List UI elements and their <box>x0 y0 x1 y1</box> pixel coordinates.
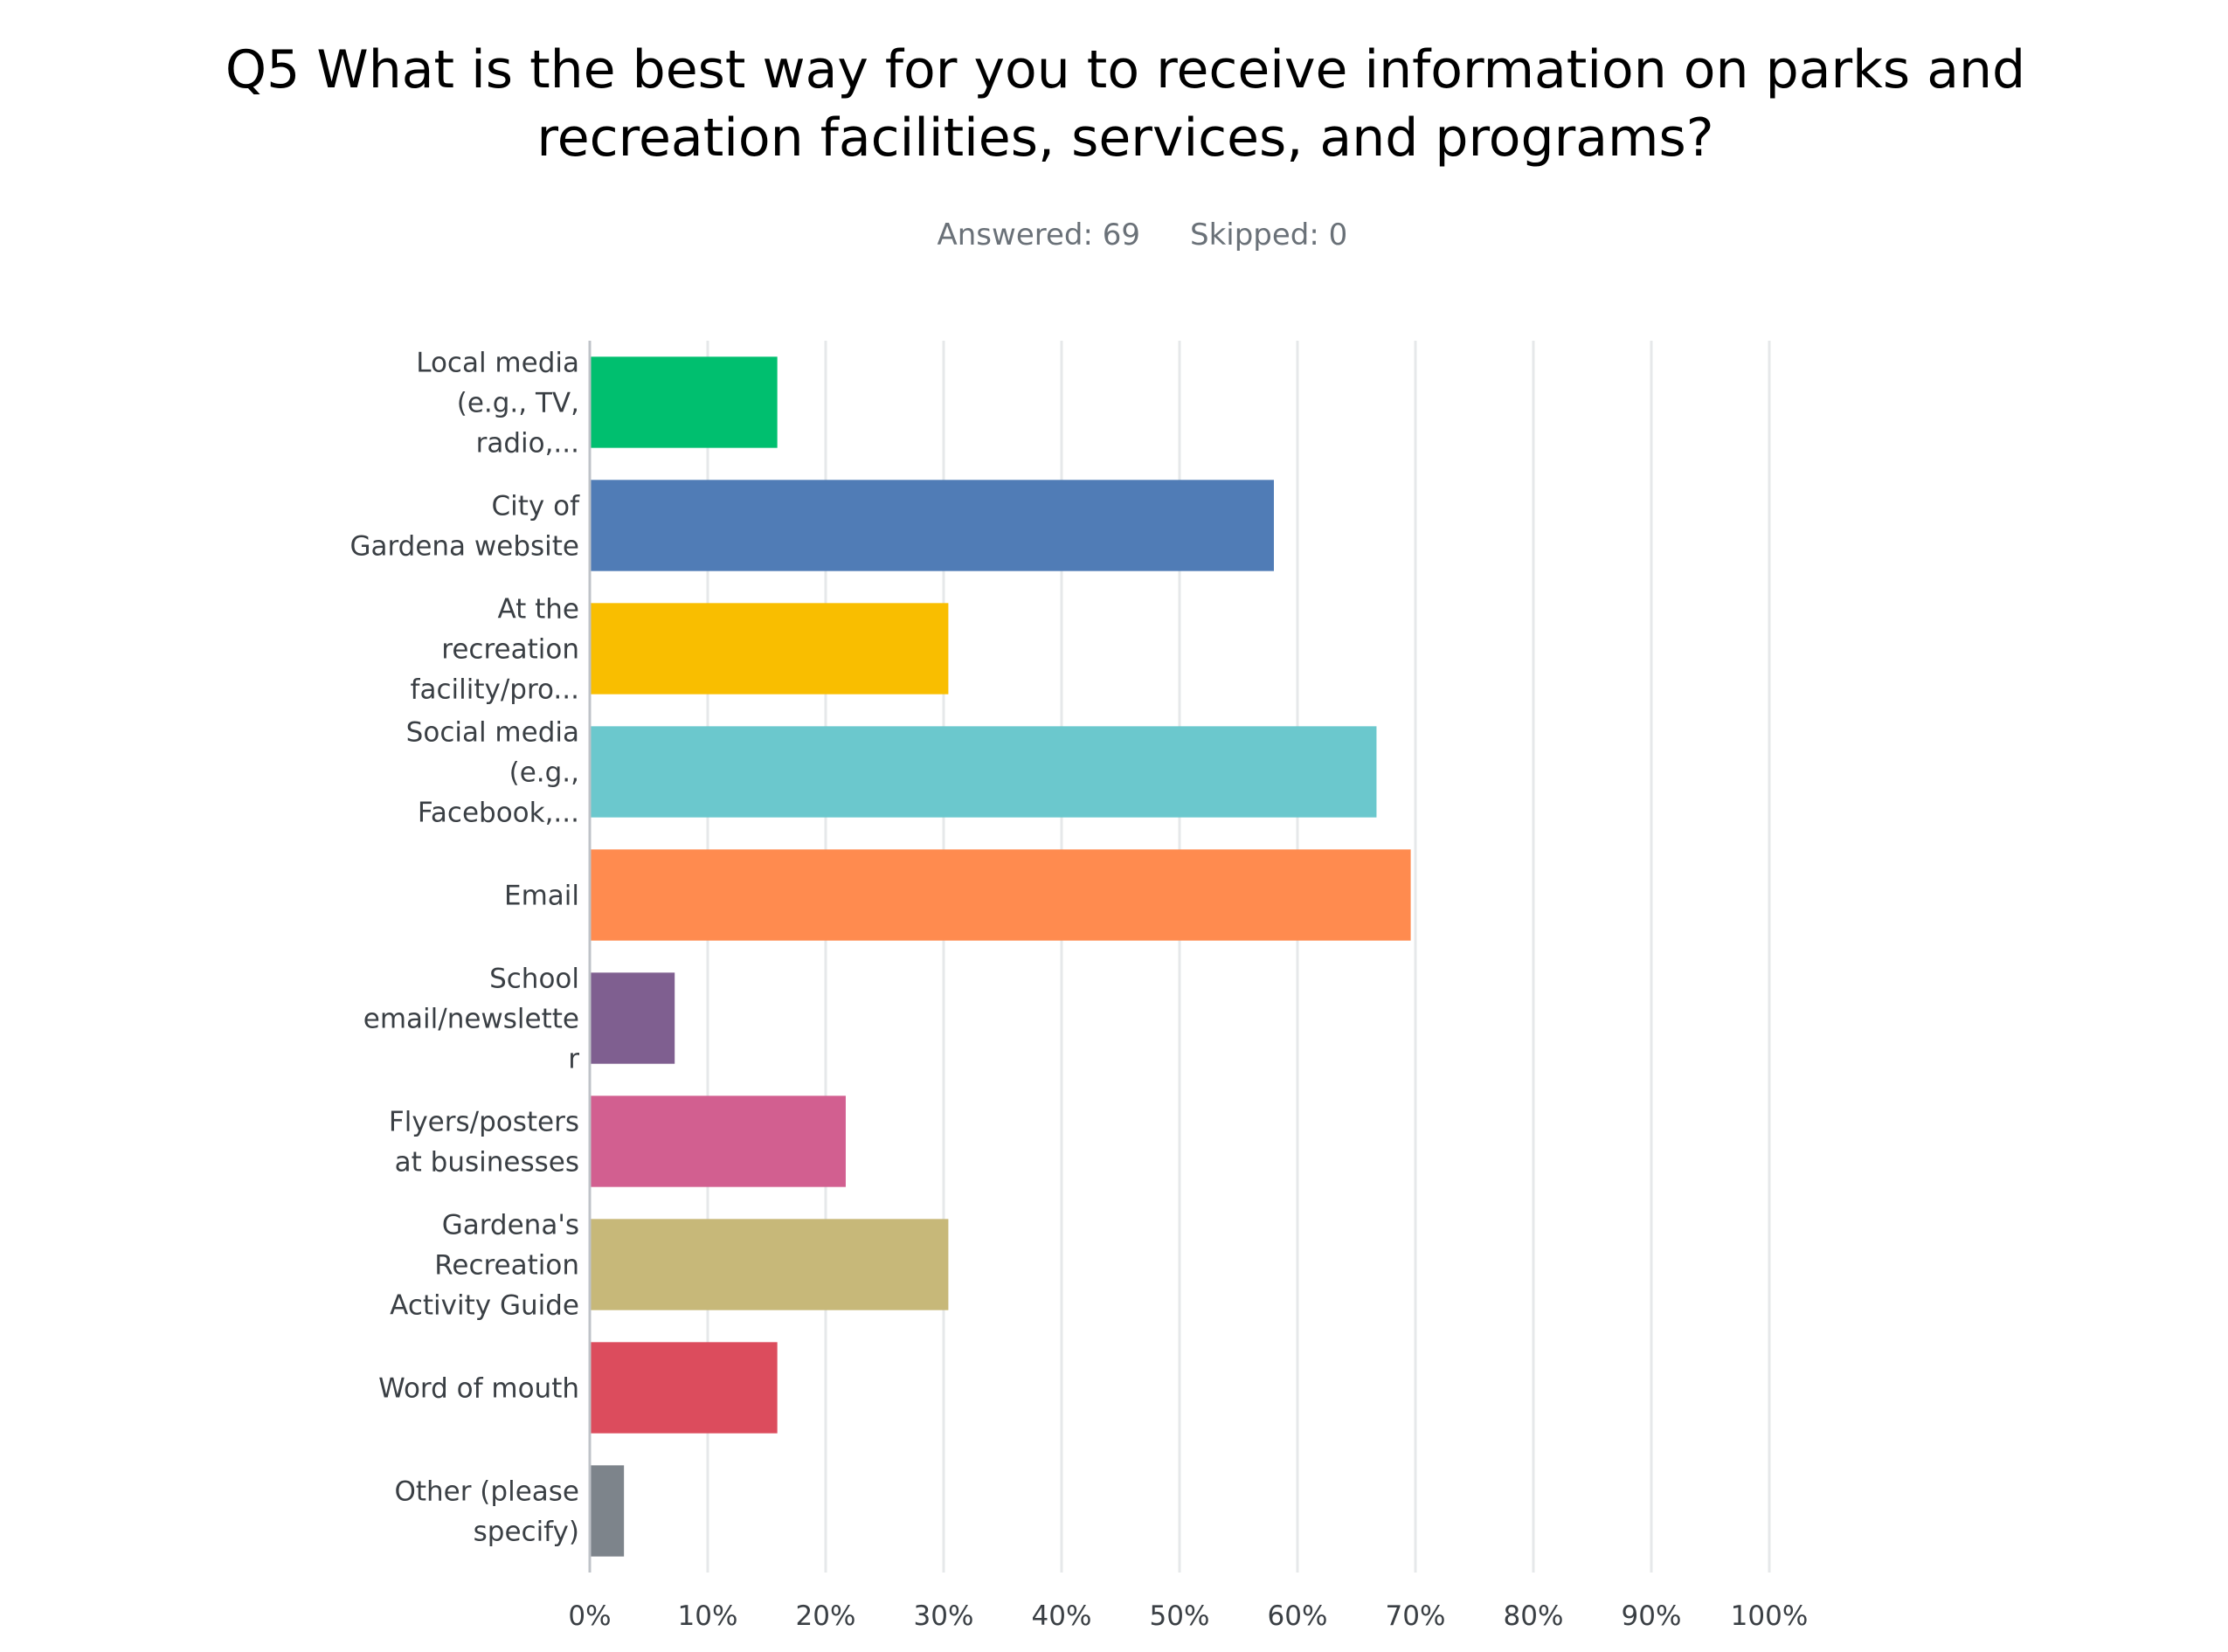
category-label: Local media <box>416 348 579 379</box>
bar <box>590 1096 846 1187</box>
x-tick-label: 90% <box>1622 1600 1682 1632</box>
answered-count: Answered: 69 <box>937 218 1140 252</box>
x-tick-label: 0% <box>568 1600 611 1632</box>
question-title-line2: recreation facilities, services, and pro… <box>536 107 1713 169</box>
category-label: email/newslette <box>363 1004 579 1035</box>
category-label: School <box>489 964 579 995</box>
x-tick-label: 80% <box>1504 1600 1564 1632</box>
category-labels: Local media (e.g., TV, radio,... City of Gar… <box>349 348 580 1548</box>
bars <box>590 356 1411 1557</box>
category-label: City of <box>492 491 581 522</box>
bar <box>590 356 778 448</box>
x-tick-label: 40% <box>1032 1600 1092 1632</box>
bar <box>590 849 1411 941</box>
category-label: Facebook,... <box>418 798 579 829</box>
category-label: Flyers/posters <box>389 1107 579 1138</box>
x-axis-ticks: 0% 10% 20% 30% 40% 50% 60% 70% 80% 90% 100% <box>568 1600 1808 1632</box>
x-tick-label: 60% <box>1268 1600 1328 1632</box>
category-label: Gardena's <box>442 1210 579 1241</box>
bar <box>590 480 1274 571</box>
category-label: Gardena website <box>349 531 579 563</box>
category-label: r <box>568 1044 579 1075</box>
x-tick-label: 30% <box>914 1600 974 1632</box>
bar <box>590 1342 778 1434</box>
question-title-line1: Q5 What is the best way for you to recei… <box>225 39 2025 100</box>
category-label: Other (please <box>394 1476 579 1508</box>
category-label: (e.g., TV, <box>457 388 579 419</box>
category-label: Recreation <box>434 1250 579 1282</box>
category-label: at businesses <box>395 1147 579 1179</box>
category-label: Social media <box>406 717 579 749</box>
bar <box>590 603 949 695</box>
bar <box>590 1465 625 1557</box>
x-tick-label: 20% <box>796 1600 856 1632</box>
bar <box>590 1219 949 1310</box>
category-label: Word of mouth <box>378 1373 579 1405</box>
category-label: Activity Guide <box>390 1290 579 1322</box>
x-tick-label: 70% <box>1386 1600 1446 1632</box>
category-label: recreation <box>441 634 579 666</box>
x-tick-label: 50% <box>1150 1600 1210 1632</box>
category-label: (e.g., <box>509 757 579 789</box>
category-label: radio,... <box>476 428 579 460</box>
x-tick-label: 10% <box>678 1600 738 1632</box>
category-label: Email <box>504 881 579 912</box>
bar <box>590 972 675 1064</box>
category-label: At the <box>497 594 579 626</box>
category-label: facility/pro... <box>411 674 579 706</box>
category-label: specify) <box>474 1517 579 1548</box>
bar <box>590 726 1377 818</box>
x-tick-label: 100% <box>1731 1600 1809 1632</box>
skipped-count: Skipped: 0 <box>1190 218 1347 252</box>
